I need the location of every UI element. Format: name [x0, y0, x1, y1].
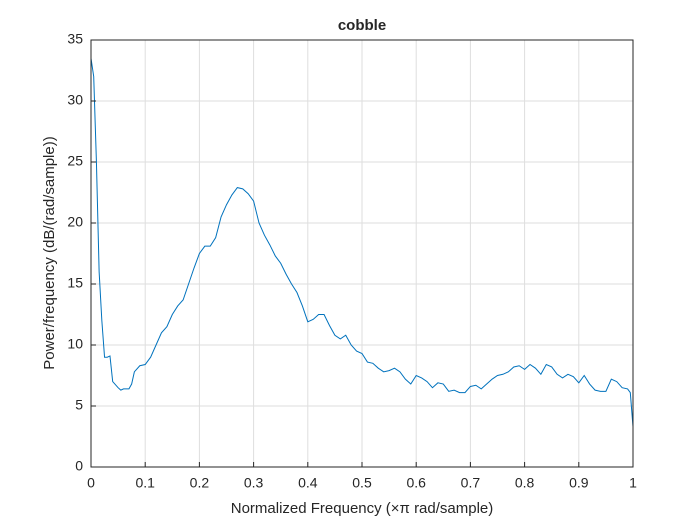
x-tick-label: 0.7 [461, 475, 481, 491]
y-tick-label: 0 [75, 458, 83, 474]
plot [90, 58, 634, 427]
x-tick-label: 0.3 [244, 475, 264, 491]
y-tick-label: 5 [75, 397, 83, 413]
x-tick-label: 0.5 [352, 475, 372, 491]
chart-title: cobble [338, 17, 386, 34]
x-tick-label: 1 [629, 475, 637, 491]
y-tick-label: 25 [67, 153, 83, 169]
y-tick-label: 20 [67, 214, 83, 230]
y-tick-label: 10 [67, 336, 83, 352]
y-tick-label: 15 [67, 275, 83, 291]
x-tick-label: 0.6 [406, 475, 426, 491]
x-tick-label: 0.9 [569, 475, 589, 491]
y-tick-label: 35 [67, 31, 83, 47]
x-tick-label: 0.8 [515, 475, 535, 491]
x-tick-label: 0.4 [298, 475, 318, 491]
y-axis-label: Power/frequency (dB/(rad/sample)) [41, 136, 58, 369]
x-tick-label: 0.2 [190, 475, 210, 491]
y-tick-label: 30 [67, 92, 83, 108]
x-tick-label: 0 [87, 475, 95, 491]
x-tick-label: 0.1 [135, 475, 155, 491]
x-axis-label: Normalized Frequency (×π rad/sample) [231, 500, 494, 517]
line-series [90, 58, 634, 427]
